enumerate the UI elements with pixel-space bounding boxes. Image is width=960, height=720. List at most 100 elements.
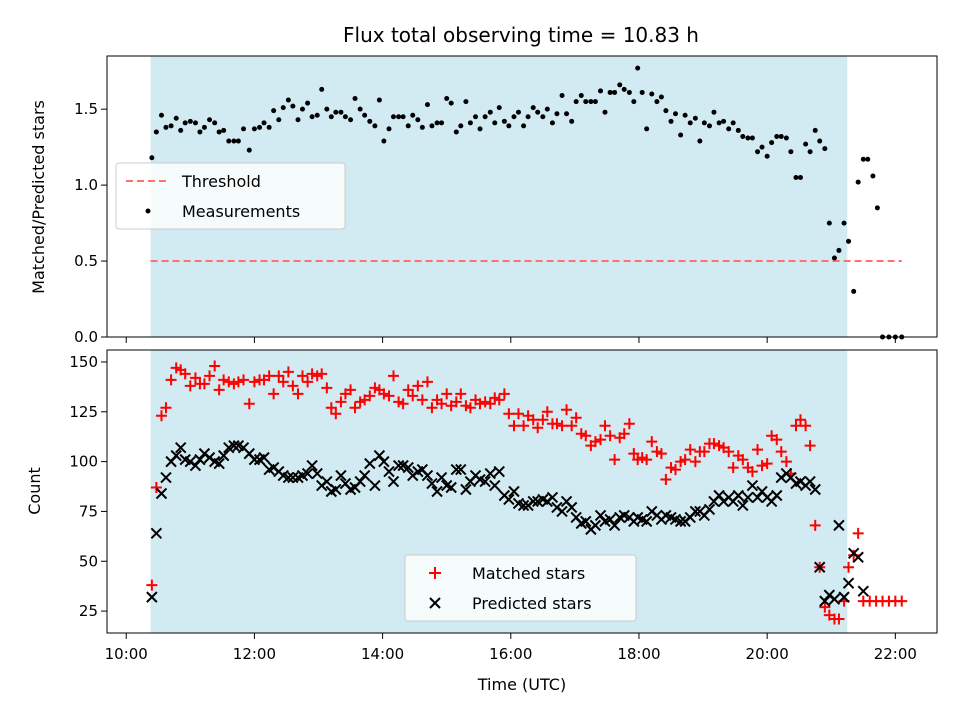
matched-stars-point: [493, 394, 505, 406]
measurements-point: [376, 97, 382, 103]
measurements-point: [352, 96, 358, 102]
measurements-point: [235, 138, 241, 144]
measurements-point: [870, 173, 876, 179]
measurements-point: [501, 118, 507, 124]
measurements-point: [711, 109, 717, 115]
predicted-stars-point: [479, 475, 491, 488]
matched-stars-point: [623, 418, 635, 430]
matched-stars-point: [660, 474, 672, 486]
matched-stars-point: [402, 384, 414, 396]
matched-stars-point: [512, 408, 524, 420]
measurements-point: [153, 129, 159, 135]
predicted-stars-point: [732, 489, 745, 502]
matched-stars-point: [609, 454, 621, 466]
predicted-stars-point: [809, 483, 821, 496]
predicted-stars-point: [373, 449, 386, 462]
matched-stars-point: [790, 420, 802, 432]
matched-stars-point: [479, 396, 491, 408]
matched-stars-point: [287, 380, 299, 392]
matched-stars-point: [378, 388, 390, 400]
matched-stars-point: [819, 601, 831, 613]
predicted-stars-point: [217, 449, 230, 462]
matched-stars-point: [804, 440, 816, 452]
measurements-point: [549, 120, 555, 126]
measurements-point: [673, 111, 679, 117]
predicted-stars-point: [594, 509, 607, 522]
measurements-point: [564, 111, 570, 117]
predicted-stars-legend-swatch: [429, 597, 441, 609]
predicted-stars-point: [248, 453, 261, 466]
measurements-legend-swatch: [145, 208, 151, 214]
matched-stars-point: [416, 394, 428, 406]
measurements-point: [525, 114, 531, 120]
measurements-point: [439, 120, 445, 126]
x-tick-label: 20:00: [746, 645, 789, 663]
measurements-point: [701, 120, 707, 126]
measurements-point: [573, 99, 579, 105]
matched-stars-point: [843, 561, 855, 573]
measurements-point: [295, 117, 301, 123]
measurements-point: [261, 120, 267, 126]
measurements-point: [851, 288, 857, 294]
predicted-stars-point: [833, 519, 845, 532]
matched-stars-point: [412, 380, 424, 392]
matched-stars-point: [737, 454, 749, 466]
measurements-point: [266, 124, 272, 130]
predicted-stars-point: [604, 513, 616, 526]
y-tick-label: 0.5: [74, 252, 98, 270]
matched-stars-point: [296, 370, 308, 382]
matched-stars-point: [455, 388, 467, 400]
matched-stars-point: [604, 430, 616, 442]
predicted-stars-point: [814, 561, 826, 573]
predicted-stars-point: [580, 515, 592, 528]
matched-stars-point: [551, 418, 563, 430]
matched-stars-point: [325, 402, 337, 414]
matched-stars-point: [589, 436, 601, 448]
measurements-point: [716, 120, 722, 126]
measurements-point: [778, 134, 784, 140]
measurements-point: [588, 99, 594, 105]
measurements-point: [226, 138, 232, 144]
measurements-point: [631, 99, 637, 105]
predicted-stars-point: [742, 491, 754, 504]
measurements-point: [706, 123, 712, 129]
x-tick-label: 18:00: [617, 645, 660, 663]
measurements-point: [511, 114, 517, 120]
measurements-point: [467, 120, 473, 126]
matched-stars-point: [397, 398, 409, 410]
measurements-point: [305, 100, 311, 106]
measurements-point: [654, 99, 660, 105]
matched-stars-point: [595, 434, 607, 446]
measurements-point: [793, 175, 799, 181]
matched-stars-point: [165, 374, 177, 386]
measurements-point: [221, 127, 227, 133]
matched-stars-point: [345, 384, 357, 396]
predicted-stars-point: [589, 519, 602, 532]
predicted-stars-point: [842, 577, 855, 589]
measurements-point: [405, 123, 411, 129]
matched-stars-point: [580, 430, 592, 442]
predicted-stars-point: [213, 457, 225, 470]
predicted-stars-point: [378, 455, 390, 468]
predicted-stars-point: [713, 489, 725, 502]
ratio-axes-frame: [106, 55, 938, 338]
measurements-point: [865, 156, 871, 162]
predicted-stars-point: [493, 465, 505, 478]
measurements-point: [855, 179, 861, 185]
matched-stars-point: [641, 454, 653, 466]
measurements-point: [314, 112, 320, 118]
matched-stars-point: [146, 579, 158, 591]
measurements-point: [386, 126, 392, 132]
y-tick-label: 75: [79, 502, 98, 520]
x-tick-label: 16:00: [489, 645, 532, 663]
measurements-point: [569, 118, 575, 124]
measurements-point: [496, 105, 502, 111]
measurements-point: [246, 147, 252, 153]
measurements-point: [285, 97, 291, 103]
measurements-point: [163, 124, 169, 130]
measurements-point: [559, 92, 565, 98]
measurements-point: [257, 124, 263, 130]
measurements-point: [783, 135, 789, 141]
matched-stars-point: [698, 446, 710, 458]
matched-stars-point: [426, 402, 438, 414]
